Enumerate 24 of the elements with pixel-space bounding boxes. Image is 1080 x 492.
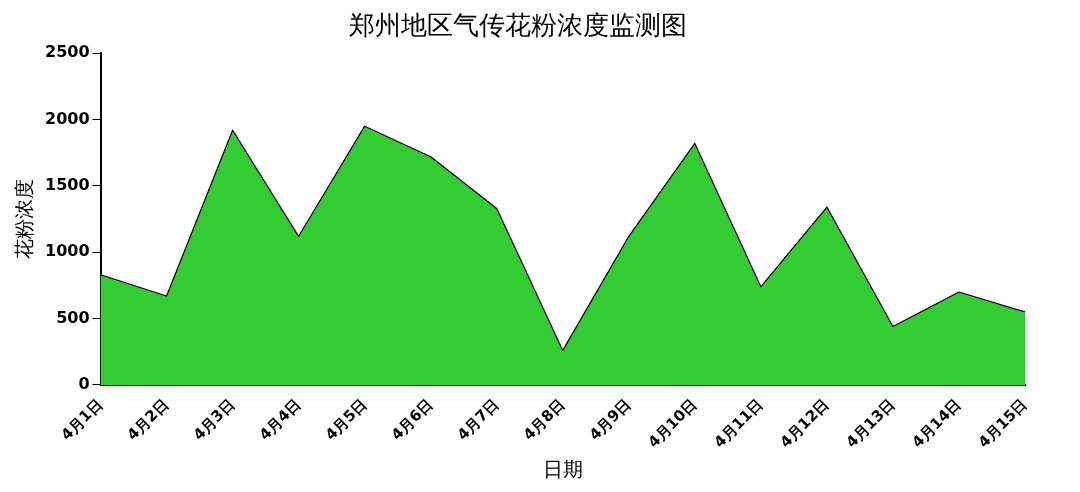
x-tick-label: 4月6日 xyxy=(387,395,437,444)
chart-title: 郑州地区气传花粉浓度监测图 xyxy=(348,10,687,41)
x-tick-label: 4月13日 xyxy=(842,395,899,452)
y-tick-label: 2000 xyxy=(45,108,90,128)
y-tick-label: 1000 xyxy=(45,241,90,261)
y-tick-label: 2500 xyxy=(45,42,90,62)
y-tick-label: 0 xyxy=(78,374,90,394)
x-tick-label: 4月5日 xyxy=(321,395,371,444)
x-tick-label: 4月8日 xyxy=(519,395,569,444)
x-tick-label: 4月3日 xyxy=(189,395,239,444)
y-axis-title: 花粉浓度 xyxy=(12,179,37,260)
x-tick-label: 4月10日 xyxy=(644,395,701,452)
y-tick-label: 1500 xyxy=(45,175,90,195)
x-tick-label: 4月11日 xyxy=(710,395,767,452)
x-tick-label: 4月14日 xyxy=(908,395,965,452)
y-tick-label: 500 xyxy=(56,307,90,327)
x-tick-label: 4月15日 xyxy=(974,395,1031,452)
x-tick-label: 4月4日 xyxy=(255,395,305,444)
x-tick-label: 4月12日 xyxy=(776,395,833,452)
x-tick-label: 4月2日 xyxy=(123,395,173,444)
x-tick-label: 4月1日 xyxy=(57,395,107,444)
x-axis-title: 日期 xyxy=(542,457,583,482)
x-tick-label: 4月9日 xyxy=(585,395,635,444)
x-tick-label: 4月7日 xyxy=(453,395,503,444)
